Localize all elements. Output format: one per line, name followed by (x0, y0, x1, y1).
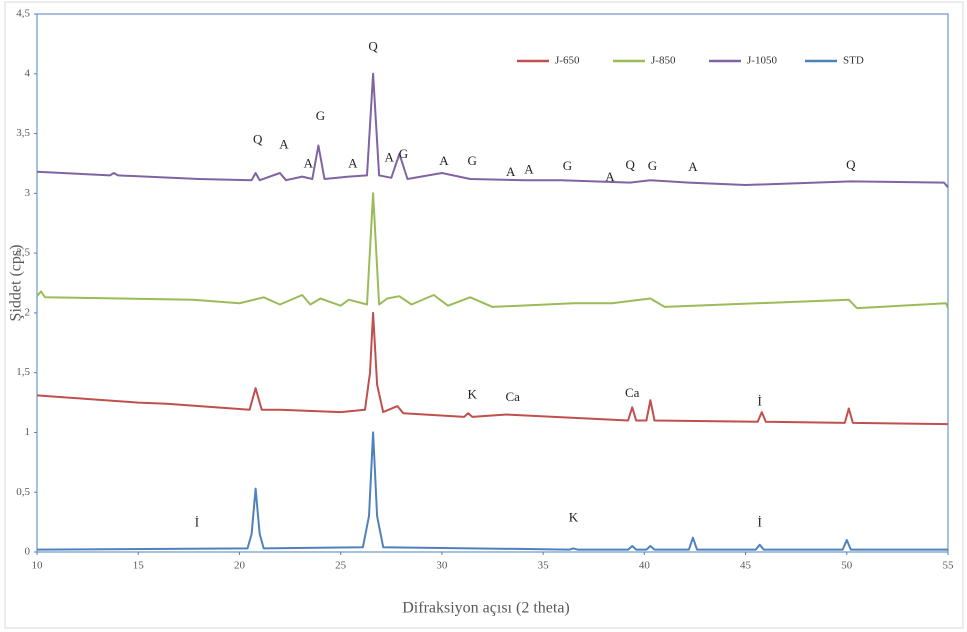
x-tick-label: 10 (32, 560, 44, 572)
x-tick-label: 35 (538, 560, 550, 572)
annotation: Ca (625, 385, 640, 400)
annotation: K (468, 386, 478, 401)
y-tick-label: 2 (25, 306, 31, 318)
x-tick-label: 30 (436, 560, 448, 572)
legend-label: J-850 (651, 55, 676, 67)
x-tick-label: 45 (740, 560, 752, 572)
series-line (36, 431, 948, 551)
series-line (36, 311, 949, 426)
y-tick-label: 1 (25, 426, 31, 438)
legend-label: J-650 (555, 55, 580, 67)
annotation: A (348, 156, 358, 171)
x-tick-label: 20 (234, 560, 246, 572)
x-tick-label: 55 (943, 560, 955, 572)
plot-border (36, 13, 949, 553)
annotation: G (563, 158, 572, 173)
annotation: A (524, 162, 534, 177)
y-tick-label: 2,5 (16, 247, 30, 259)
chart-frame (4, 1, 964, 629)
annotation: Q (846, 157, 856, 172)
annotation: Q (625, 157, 635, 172)
annotation: Ca (506, 389, 521, 404)
x-axis-title: Difraksiyon açısı (2 theta) (402, 600, 570, 617)
y-tick-label: 4 (25, 67, 31, 79)
legend-label: J-1050 (747, 55, 777, 67)
x-tick-label: 15 (133, 560, 145, 572)
annotation: A (439, 153, 449, 168)
annotation: Q (368, 38, 378, 53)
y-tick-label: 3 (25, 187, 31, 199)
annotation: G (316, 108, 325, 123)
annotation: G (399, 146, 408, 161)
annotation: G (648, 158, 657, 173)
y-tick-label: 4,5 (16, 8, 30, 20)
y-tick-label: 3,5 (16, 127, 30, 139)
annotation: İ (758, 514, 762, 529)
series-line (36, 72, 949, 189)
annotation: A (605, 169, 615, 184)
y-tick-label: 0 (25, 546, 31, 558)
y-tick-label: 1,5 (16, 366, 30, 378)
annotation: A (688, 159, 698, 174)
annotation: K (569, 510, 579, 525)
y-axis-title: Şiddet (cps) (8, 245, 25, 322)
annotation: İ (195, 514, 199, 529)
x-tick-label: 25 (335, 560, 347, 572)
annotation: İ (758, 394, 762, 409)
annotation: A (385, 150, 395, 165)
x-tick-label: 40 (639, 560, 651, 572)
y-tick-label: 0,5 (16, 486, 30, 498)
annotation: G (468, 153, 477, 168)
annotation: Q (253, 132, 263, 147)
annotation: A (506, 164, 516, 179)
annotation: A (279, 136, 289, 151)
x-tick-label: 50 (841, 560, 853, 572)
legend-label: STD (843, 55, 864, 67)
annotation: A (304, 156, 314, 171)
series-line (36, 192, 949, 310)
